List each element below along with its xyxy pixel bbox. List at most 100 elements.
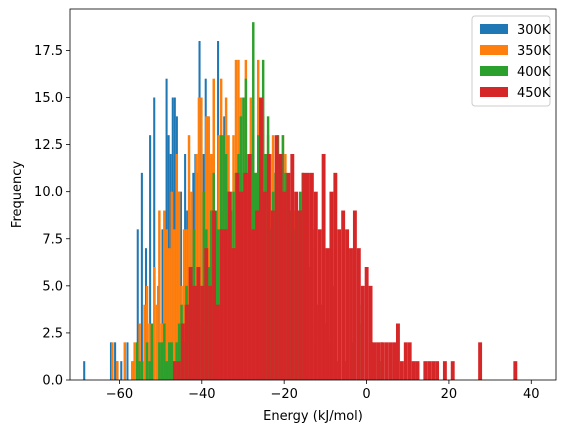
bar-450K-23: [262, 191, 267, 380]
x-tick-label: −40: [188, 387, 215, 402]
bar-350K-31: [187, 135, 191, 380]
bar-450K-64: [423, 361, 428, 380]
y-tick-label: 12.5: [34, 138, 63, 153]
bar-450K-27: [278, 154, 283, 380]
bar-300K-34: [153, 97, 156, 380]
bar-450K-25: [270, 210, 275, 380]
bar-450K-46: [352, 210, 357, 380]
bar-400K-2: [140, 361, 144, 380]
bar-450K-32: [298, 210, 303, 380]
bar-450K-4: [188, 267, 193, 380]
bar-450K-6: [196, 267, 201, 380]
bar-450K-66: [431, 361, 436, 380]
legend-swatch-350K: [480, 45, 508, 55]
bar-450K-16: [235, 172, 240, 380]
bar-450K-17: [239, 191, 244, 380]
bar-350K-11: [138, 323, 141, 380]
x-tick-label: −60: [106, 387, 133, 402]
bar-450K-19: [247, 154, 252, 380]
bar-450K-59: [403, 342, 408, 380]
x-axis-label: Energy (kJ/mol): [263, 409, 363, 424]
bar-350K-9: [133, 342, 136, 380]
bar-450K-44: [345, 229, 350, 380]
y-tick-label: 7.5: [42, 232, 63, 247]
bar-400K-11: [163, 323, 166, 380]
bar-450K-37: [317, 229, 322, 380]
legend-label-350K: 350K: [517, 44, 551, 59]
bar-450K-21: [255, 210, 260, 380]
bar-450K-8: [204, 248, 209, 380]
legend-box: [471, 15, 551, 107]
bar-450K-5: [192, 285, 197, 380]
bar-450K-87: [513, 361, 518, 380]
bar-400K-16: [175, 342, 178, 380]
bar-350K-26: [175, 154, 178, 380]
bar-350K-36: [200, 97, 203, 380]
legend-swatch-300K: [480, 24, 508, 34]
bar-450K-52: [376, 342, 381, 380]
bar-400K-4: [145, 342, 149, 380]
x-tick-label: 40: [523, 387, 540, 402]
y-axis: 0.0 2.5 5.0 7.5 10.0 12.5 15.0 17.5: [34, 44, 70, 389]
bar-400K-5: [148, 361, 151, 380]
bar-450K-15: [231, 248, 236, 380]
bar-450K-58: [399, 361, 404, 380]
bar-400K-10: [160, 342, 164, 380]
bar-350K-21: [163, 210, 166, 380]
bar-450K-31: [294, 191, 299, 380]
bar-450K-40: [329, 191, 334, 380]
legend-swatch-450K: [480, 87, 508, 97]
y-tick-label: 5.0: [42, 279, 63, 294]
bar-350K-0: [111, 342, 114, 380]
bar-450K-1: [176, 361, 181, 380]
y-tick-label: 0.0: [42, 374, 63, 389]
bar-350K-22: [165, 229, 169, 380]
bar-450K-36: [313, 191, 318, 380]
legend: 300K 350K 400K 450K: [471, 15, 551, 107]
bar-450K-22: [259, 97, 263, 380]
bar-450K-29: [286, 172, 291, 380]
bar-400K-14: [170, 342, 173, 380]
bar-450K-34: [306, 172, 310, 380]
bar-350K-13: [143, 304, 146, 380]
series-450K: [172, 97, 518, 380]
bar-350K-25: [172, 229, 176, 380]
bar-400K-9: [158, 342, 161, 380]
bar-350K-19: [158, 210, 161, 380]
bar-300K-21: [126, 342, 129, 380]
bar-450K-49: [364, 267, 369, 380]
bar-450K-61: [411, 361, 416, 380]
bar-400K-12: [165, 361, 169, 380]
x-tick-label: 0: [362, 387, 370, 402]
bar-450K-67: [435, 361, 440, 380]
bar-350K-2: [116, 361, 119, 380]
bar-450K-18: [243, 172, 248, 380]
bar-300K-18: [120, 361, 123, 380]
bar-450K-20: [251, 229, 256, 380]
bar-300K-13: [109, 342, 113, 380]
bar-450K-35: [309, 172, 314, 380]
bar-350K-14: [145, 285, 149, 380]
bar-450K-39: [325, 248, 330, 380]
bar-450K-43: [341, 210, 346, 380]
bar-350K-5: [123, 342, 127, 380]
bar-450K-41: [333, 172, 338, 380]
bar-450K-48: [360, 285, 365, 380]
bar-350K-24: [170, 191, 173, 380]
bar-400K-13: [168, 342, 171, 380]
bar-450K-11: [216, 304, 220, 380]
bar-350K-35: [197, 97, 201, 380]
bar-350K-18: [155, 304, 159, 380]
bar-450K-62: [415, 361, 420, 380]
bar-450K-38: [321, 154, 326, 380]
bar-450K-14: [227, 191, 232, 380]
bar-450K-26: [274, 135, 279, 380]
bar-450K-2: [180, 323, 185, 380]
bar-450K-33: [302, 172, 306, 380]
bar-350K-15: [148, 323, 151, 380]
bar-350K-29: [182, 229, 186, 380]
y-axis-label: Frequency: [10, 161, 25, 228]
bar-450K-60: [407, 342, 412, 380]
bar-300K-38: [161, 229, 164, 380]
bar-450K-51: [372, 342, 377, 380]
